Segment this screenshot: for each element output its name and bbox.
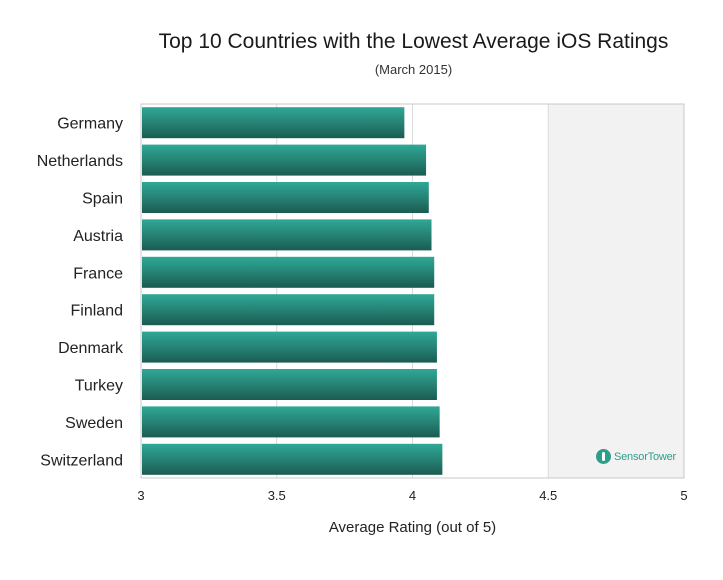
category-label: Denmark — [58, 340, 124, 357]
x-tick-label: 3.5 — [268, 488, 286, 503]
x-tick-label: 3 — [137, 488, 144, 503]
x-tick-label: 4.5 — [539, 488, 557, 503]
category-label: Germany — [57, 116, 123, 133]
sensortower-logo-icon — [596, 449, 611, 464]
chart-subtitle: (March 2015) — [374, 62, 453, 77]
bar-germany — [142, 107, 405, 139]
category-label: Netherlands — [37, 153, 123, 170]
chart-title: Top 10 Countries with the Lowest Average… — [158, 30, 669, 53]
sensortower-watermark: SensorTower — [596, 449, 676, 464]
bar-netherlands — [142, 144, 427, 176]
bar-spain — [142, 182, 429, 213]
bar-denmark — [142, 331, 437, 363]
category-label: Turkey — [75, 378, 123, 395]
bar-turkey — [142, 369, 437, 400]
category-label: Sweden — [65, 415, 123, 432]
bar-austria — [142, 219, 432, 251]
category-label: France — [73, 265, 123, 282]
bar-sweden — [142, 406, 440, 438]
x-axis-label: Average Rating (out of 5) — [329, 519, 496, 536]
category-label: Finland — [71, 303, 123, 320]
bar-france — [142, 256, 435, 288]
plot-shaded-region — [548, 104, 684, 478]
category-label: Switzerland — [40, 452, 123, 469]
bar-switzerland — [142, 443, 443, 475]
x-tick-label: 5 — [680, 488, 687, 503]
x-tick-label: 4 — [409, 488, 416, 503]
plot-border — [140, 103, 685, 479]
category-label: Spain — [82, 191, 123, 208]
category-label: Austria — [73, 228, 123, 245]
bar-finland — [142, 294, 435, 326]
watermark-text: SensorTower — [614, 450, 676, 463]
